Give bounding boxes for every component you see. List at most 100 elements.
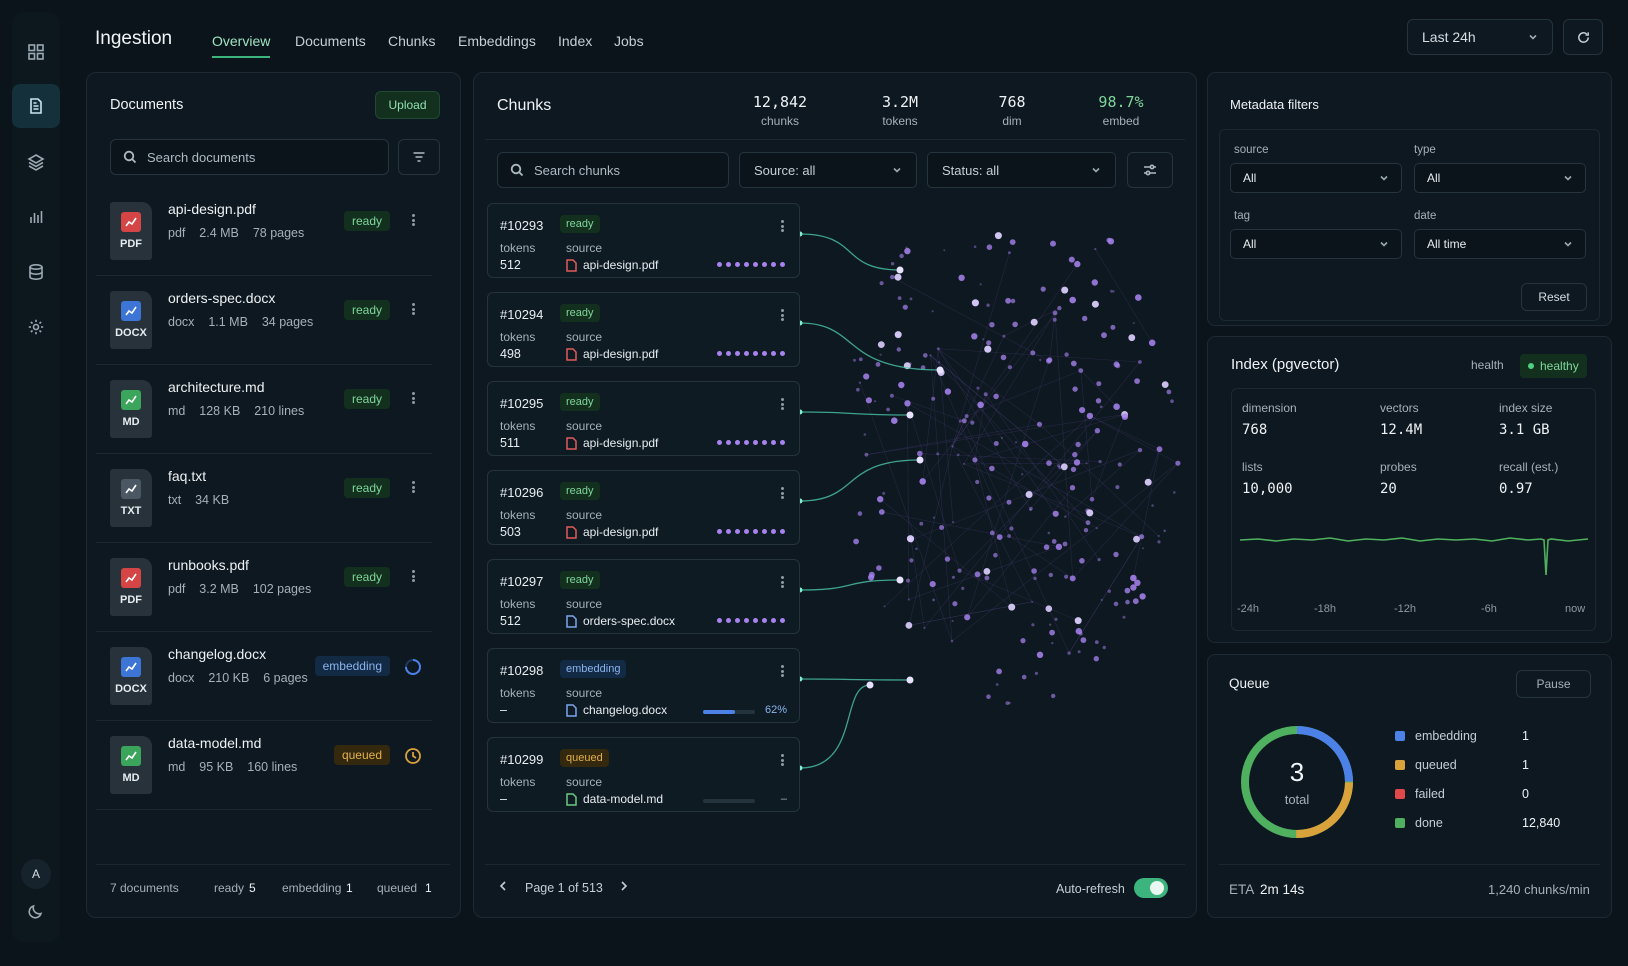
- chunk-card[interactable]: #10293 ready tokens source 512 api-design.pdf: [487, 203, 800, 278]
- document-extent: 160 lines: [247, 760, 298, 774]
- time-range-select[interactable]: Last 24h: [1407, 19, 1553, 55]
- scatter-point: [1096, 381, 1102, 387]
- upload-button[interactable]: Upload: [375, 91, 440, 119]
- bar-chart-icon[interactable]: [12, 195, 60, 239]
- scatter-point: [950, 639, 954, 643]
- scatter-point: [1055, 543, 1063, 550]
- avatar[interactable]: A: [21, 859, 51, 889]
- scatter-point: [1082, 315, 1088, 322]
- document-size: 210 KB: [208, 671, 250, 685]
- file-extension: MD: [122, 416, 140, 428]
- chunk-source[interactable]: api-design.pdf: [566, 258, 658, 272]
- more-options-icon[interactable]: [777, 396, 787, 412]
- tab-embeddings[interactable]: Embeddings: [458, 33, 536, 49]
- pause-button[interactable]: Pause: [1516, 670, 1591, 698]
- scatter-point: [909, 297, 913, 301]
- date-filter-label: date: [1414, 210, 1437, 222]
- more-options-icon[interactable]: [408, 212, 418, 228]
- document-row[interactable]: MD data-model.md md 95 KB 160 lines queued: [96, 722, 432, 810]
- tokens-value: 503: [500, 525, 521, 539]
- chunk-card[interactable]: #10296 ready tokens source 503 api-design.pdf: [487, 470, 800, 545]
- active-tab-indicator: [212, 56, 270, 58]
- reset-button[interactable]: Reset: [1521, 283, 1587, 311]
- tab-jobs[interactable]: Jobs: [614, 33, 644, 49]
- date-field-select[interactable]: All time: [1414, 229, 1586, 259]
- scatter-point: [1009, 526, 1014, 531]
- more-options-icon[interactable]: [777, 752, 787, 768]
- more-options-icon[interactable]: [777, 485, 787, 501]
- gear-icon[interactable]: [12, 305, 60, 349]
- tab-chunks[interactable]: Chunks: [388, 33, 436, 49]
- more-options-icon[interactable]: [408, 390, 418, 406]
- document-row[interactable]: DOCX changelog.docx docx 210 KB 6 pages emb…: [96, 633, 432, 721]
- settings-sliders-button[interactable]: [1127, 152, 1173, 188]
- chunk-source[interactable]: api-design.pdf: [566, 436, 658, 450]
- search-documents-input[interactable]: Search documents: [110, 139, 389, 175]
- auto-refresh-toggle[interactable]: [1134, 878, 1168, 898]
- more-options-icon[interactable]: [408, 568, 418, 584]
- source-filter-select[interactable]: Source: all: [739, 152, 917, 188]
- more-options-icon[interactable]: [777, 663, 787, 679]
- embedding-dots: [717, 618, 785, 623]
- chunk-source[interactable]: orders-spec.docx: [566, 614, 675, 628]
- scatter-point: [1166, 389, 1172, 395]
- more-options-icon[interactable]: [777, 218, 787, 234]
- chunk-source[interactable]: api-design.pdf: [566, 525, 658, 539]
- chunk-source[interactable]: data-model.md: [566, 792, 663, 806]
- scatter-point: [1036, 421, 1043, 427]
- scatter-point: [993, 441, 999, 446]
- document-row[interactable]: MD architecture.md md 128 KB 210 lines read…: [96, 366, 432, 454]
- prev-page-icon[interactable]: [497, 880, 509, 892]
- search-chunks-input[interactable]: Search chunks: [497, 152, 729, 188]
- scatter-point: [961, 418, 967, 424]
- document-row[interactable]: PDF api-design.pdf pdf 2.4 MB 78 pages read…: [96, 188, 432, 276]
- chunk-card[interactable]: #10294 ready tokens source 498 api-design.pdf: [487, 292, 800, 367]
- chunk-card[interactable]: #10295 ready tokens source 511 api-design.pdf: [487, 381, 800, 456]
- scatter-point: [958, 419, 962, 423]
- tag-field-select[interactable]: All: [1230, 229, 1402, 259]
- more-options-icon[interactable]: [777, 307, 787, 323]
- scatter-point: [1173, 491, 1176, 494]
- tab-index[interactable]: Index: [558, 33, 593, 49]
- more-options-icon[interactable]: [777, 574, 787, 590]
- refresh-button[interactable]: [1563, 19, 1603, 55]
- filter-button[interactable]: [398, 139, 440, 175]
- document-row[interactable]: DOCX orders-spec.docx docx 1.1 MB 34 pages…: [96, 277, 432, 365]
- database-icon[interactable]: [12, 250, 60, 294]
- document-type: pdf: [168, 226, 186, 240]
- progress-track: [703, 799, 755, 803]
- chunk-card[interactable]: #10297 ready tokens source 512 orders-spec.do…: [487, 559, 800, 634]
- scatter-point: [975, 479, 980, 485]
- dashboard-icon[interactable]: [12, 30, 60, 74]
- status-badge: ready: [343, 389, 390, 409]
- tab-overview[interactable]: Overview: [212, 33, 271, 49]
- chunk-source[interactable]: api-design.pdf: [566, 347, 658, 361]
- link-target: [896, 576, 904, 584]
- chunk-card[interactable]: #10299 queued tokens source – data-model.md –: [487, 737, 800, 812]
- link-anchor: [800, 231, 803, 237]
- tab-documents[interactable]: Documents: [295, 33, 366, 49]
- scatter-point: [1054, 617, 1058, 621]
- scatter-point: [1102, 645, 1106, 650]
- scatter-point: [1079, 407, 1086, 414]
- scatter-point: [1112, 290, 1115, 293]
- documents-icon[interactable]: [12, 84, 60, 128]
- scatter-point: [1031, 600, 1034, 603]
- document-row[interactable]: TXT faq.txt txt 34 KB ready: [96, 455, 432, 543]
- chunk-card[interactable]: #10298 embedding tokens source – changelog.do…: [487, 648, 800, 723]
- chunk-id: #10299: [500, 752, 544, 767]
- chunk-source[interactable]: changelog.docx: [566, 703, 667, 717]
- scatter-point: [1139, 534, 1145, 540]
- more-options-icon[interactable]: [408, 301, 418, 317]
- scatter-point: [863, 433, 867, 436]
- scatter-point: [979, 283, 982, 286]
- source-field-select[interactable]: All: [1230, 163, 1402, 193]
- status-filter-select[interactable]: Status: all: [927, 152, 1116, 188]
- document-row[interactable]: PDF runbooks.pdf pdf 3.2 MB 102 pages ready: [96, 544, 432, 632]
- moon-icon[interactable]: [12, 889, 60, 933]
- next-page-icon[interactable]: [618, 880, 630, 892]
- more-options-icon[interactable]: [408, 479, 418, 495]
- scatter-point: [1069, 296, 1076, 304]
- layers-icon[interactable]: [12, 140, 60, 184]
- type-field-select[interactable]: All: [1414, 163, 1586, 193]
